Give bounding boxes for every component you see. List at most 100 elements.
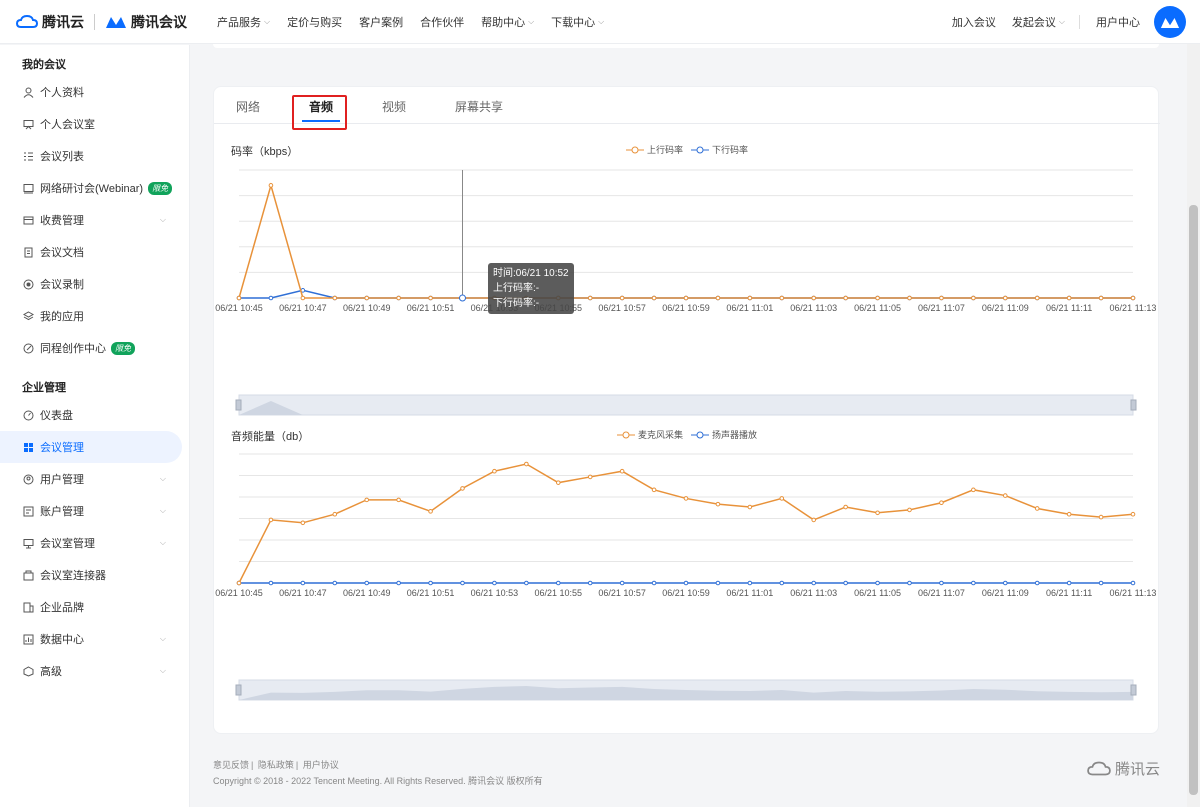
chevron-down-icon: ⌵	[598, 16, 605, 26]
nav-help[interactable]: 帮助中心 ⌵	[481, 14, 534, 30]
tencent-cloud-logo-icon	[16, 14, 38, 28]
legend-label: 下行码率	[712, 145, 749, 155]
x-tick-label: 06/21 11:03	[790, 588, 837, 598]
tab-audio[interactable]: 音频	[309, 100, 334, 114]
sidebar-item-connector[interactable]: 会议室连接器	[0, 559, 182, 591]
privacy-link[interactable]: 隐私政策	[257, 760, 294, 770]
legend-bitrate: 上行码率 下行码率	[626, 143, 756, 156]
x-tick-label: 06/21 10:49	[343, 303, 391, 313]
scrollbar-thumb[interactable]	[1189, 205, 1198, 795]
data-point	[683, 295, 689, 301]
zoom-handle-left	[235, 399, 242, 411]
data-point	[364, 497, 370, 503]
tab-screen-share[interactable]: 屏幕共享	[455, 100, 504, 114]
data-point	[971, 295, 976, 301]
sidebar-item-label: 用户管理	[40, 474, 84, 486]
sidebar-item-users[interactable]: 用户管理 ⌵	[0, 463, 182, 495]
nav-download[interactable]: 下载中心 ⌵	[551, 14, 604, 30]
data-point	[492, 468, 497, 474]
start-meeting-link[interactable]: 发起会议 ⌵	[1012, 14, 1065, 30]
sidebar-item-advanced[interactable]: 高级 ⌵	[0, 655, 182, 687]
sidebar-item-documents[interactable]: 会议文档	[0, 236, 182, 268]
data-point	[907, 580, 912, 586]
sidebar-item-label: 会议管理	[40, 442, 84, 454]
legend-marker-orange-icon	[626, 146, 644, 153]
sidebar-item-fee[interactable]: 收费管理 ⌵	[0, 204, 182, 236]
legend-audio-energy: 麦克风采集 扬声器播放	[617, 428, 765, 441]
brand-icon	[22, 601, 34, 613]
data-point	[619, 295, 625, 301]
sidebar-item-data-center[interactable]: 数据中心 ⌵	[0, 623, 182, 655]
x-tick-label: 06/21 10:51	[407, 588, 455, 598]
series-line	[238, 182, 1133, 299]
nav-pricing[interactable]: 定价与购买	[287, 14, 342, 30]
x-tick-label: 06/21 10:45	[215, 588, 263, 598]
dashboard-icon	[22, 409, 34, 421]
data-point	[939, 295, 944, 301]
terms-link[interactable]: 用户协议	[302, 760, 339, 770]
sidebar-item-my-apps[interactable]: 我的应用	[0, 300, 182, 332]
sidebar-item-label: 会议列表	[40, 151, 84, 163]
data-point	[332, 295, 338, 301]
x-tick-label: 06/21 11:13	[1110, 588, 1157, 598]
user-center-link[interactable]: 用户中心	[1096, 14, 1140, 30]
sidebar-item-brand[interactable]: 企业品牌	[0, 591, 182, 623]
x-tick-label: 06/21 11:05	[854, 588, 901, 598]
data-point	[1130, 580, 1136, 586]
avatar[interactable]	[1154, 6, 1186, 38]
hover-point	[459, 294, 466, 302]
join-meeting-link[interactable]: 加入会议	[952, 14, 996, 30]
sidebar-item-dashboard[interactable]: 仪表盘	[0, 399, 182, 431]
x-tick-label: 06/21 10:51	[407, 303, 455, 313]
data-point	[875, 510, 880, 516]
sidebar-item-meeting-manage[interactable]: 会议管理	[0, 431, 182, 463]
chevron-down-icon: ⌵	[264, 16, 271, 26]
sidebar-item-label: 账户管理	[40, 506, 84, 518]
tab-video[interactable]: 视频	[382, 100, 407, 114]
chevron-down-icon: ⌵	[1058, 17, 1065, 26]
data-point	[779, 496, 785, 501]
zoom-handle-right	[1130, 399, 1137, 411]
connector-icon	[22, 569, 34, 581]
tab-network[interactable]: 网络	[236, 100, 261, 114]
sidebar-item-meeting-list[interactable]: 会议列表	[0, 140, 182, 172]
nav-products[interactable]: 产品服务 ⌵	[217, 14, 270, 30]
chevron-down-icon: ⌵	[528, 16, 535, 26]
data-point	[1034, 506, 1040, 511]
active-tab-indicator	[302, 120, 340, 122]
chevron-down-icon: ⌵	[159, 634, 166, 643]
legend-item-mic[interactable]: 麦克风采集	[617, 428, 683, 441]
sidebar-item-label: 网络研讨会(Webinar)	[40, 183, 144, 195]
nav-cases[interactable]: 客户案例	[359, 14, 403, 30]
sidebar-item-creation-center[interactable]: 同程创作中心 限免	[0, 332, 182, 364]
sidebar-item-webinar[interactable]: 网络研讨会(Webinar) 限免	[0, 172, 182, 204]
data-point	[396, 497, 401, 503]
start-meeting-label: 发起会议	[1011, 17, 1056, 29]
feedback-link[interactable]: 意见反馈	[213, 760, 250, 770]
main-nav: 产品服务 ⌵ 定价与购买 客户案例 合作伙伴 帮助中心 ⌵ 下载中心 ⌵	[217, 14, 621, 30]
data-point	[268, 517, 274, 523]
sidebar-item-label: 同程创作中心	[40, 343, 106, 355]
nav-label: 定价与购买	[287, 16, 343, 29]
x-tick-label: 06/21 11:11	[1046, 303, 1092, 313]
legend-item-down[interactable]: 下行码率	[691, 143, 748, 156]
sidebar-item-label: 收费管理	[40, 215, 84, 227]
data-point	[619, 468, 625, 474]
tooltip-time: 时间:06/21 10:52	[493, 268, 569, 279]
sidebar-item-personal-room[interactable]: 个人会议室	[0, 108, 182, 140]
nav-partners[interactable]: 合作伙伴	[420, 14, 464, 30]
data-point	[1098, 514, 1104, 520]
brand[interactable]: 腾讯云 腾讯会议	[16, 12, 187, 32]
sidebar-item-recording[interactable]: 会议录制	[0, 268, 182, 300]
sidebar-item-profile[interactable]: 个人资料	[0, 76, 182, 108]
legend-item-up[interactable]: 上行码率	[626, 143, 683, 156]
sidebar-item-account[interactable]: 账户管理 ⌵	[0, 495, 182, 527]
x-tick-label: 06/21 10:47	[279, 588, 327, 598]
data-point	[651, 580, 657, 586]
legend-item-speaker[interactable]: 扬声器播放	[691, 428, 757, 441]
sidebar-item-room-manage[interactable]: 会议室管理 ⌵	[0, 527, 182, 559]
join-meeting-label: 加入会议	[951, 17, 996, 29]
brand-divider	[94, 13, 95, 30]
room-manage-icon	[22, 537, 34, 549]
data-point	[811, 517, 817, 523]
